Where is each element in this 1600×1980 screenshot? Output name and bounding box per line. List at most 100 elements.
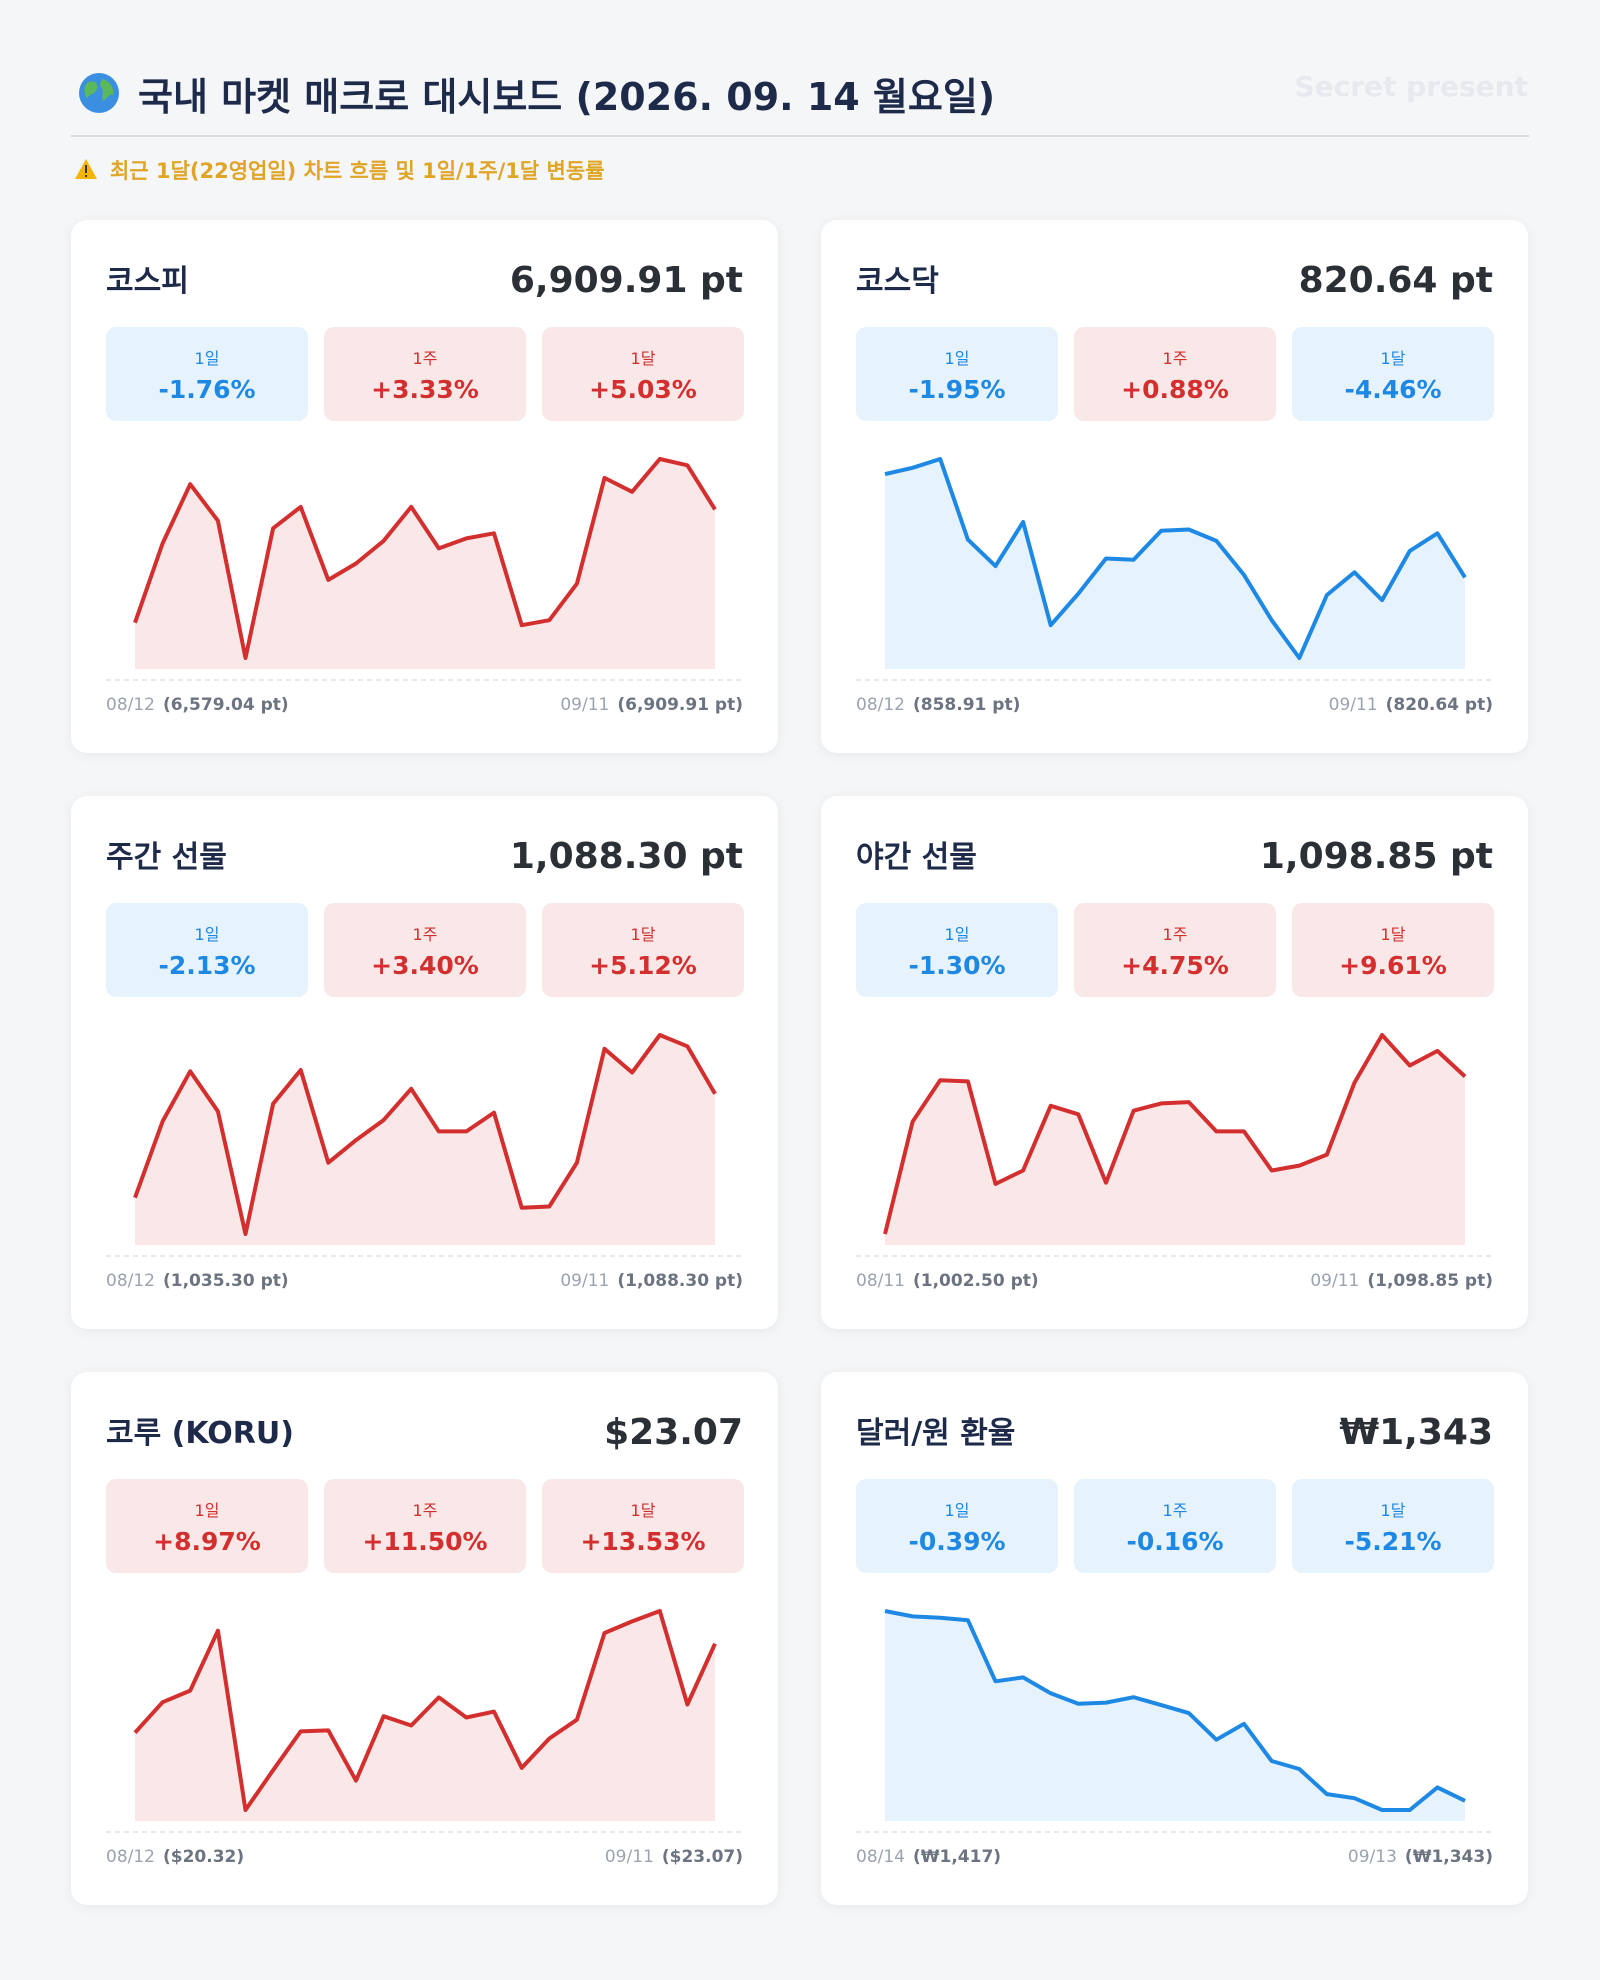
badge-value: +4.75%	[1121, 951, 1229, 980]
badge-label: 1일	[194, 349, 220, 368]
badge-label: 1일	[944, 925, 970, 944]
footer-value: (858.91 pt)	[913, 695, 1021, 715]
chart-footer: 09/13 (₩1,343)	[1348, 1847, 1493, 1867]
footer-value: (1,002.50 pt)	[913, 1271, 1039, 1291]
line	[884, 1609, 1466, 1812]
footer-date: 09/13	[1347, 1847, 1397, 1867]
badge-label: 1일	[194, 1501, 220, 1520]
footer-date: 08/12	[856, 695, 905, 715]
badge-value: +11.50%	[362, 1527, 488, 1556]
market-card: 주간 선물 1,088.30 pt 1일 -2.13% 1주 +3.40% 1달 +5.12%…	[71, 796, 778, 1329]
header-rule	[71, 135, 1529, 137]
footer-date: 09/11	[560, 1271, 610, 1291]
footer-date: 08/11	[856, 1271, 905, 1291]
badge-value: +13.53%	[580, 1527, 706, 1556]
card-value: 1,088.30 pt	[509, 836, 743, 877]
line	[133, 457, 717, 660]
badge-value: +5.03%	[589, 375, 697, 404]
area-fill	[135, 1611, 715, 1821]
area-fill	[135, 459, 715, 669]
footer-value: (₩1,417)	[913, 1847, 1002, 1867]
footer-value: (₩1,343)	[1404, 1847, 1493, 1867]
market-card: 달러/원 환율 ₩1,343 1일 -0.39% 1주 -0.16% 1달 -5.21% 08/…	[821, 1372, 1528, 1905]
badge-value: +3.33%	[371, 375, 479, 404]
badge-label: 1달	[1380, 1501, 1406, 1520]
change-badge: 1달 +5.03%	[542, 327, 744, 421]
chart-footer: 09/11 (1,088.30 pt)	[560, 1271, 743, 1291]
chart-footer: 09/11 ($23.07)	[605, 1847, 743, 1867]
change-badge: 1달 -5.21%	[1292, 1479, 1494, 1573]
chart-footer: 09/11 (6,909.91 pt)	[560, 695, 743, 715]
badge-label: 1주	[1162, 349, 1188, 368]
chart-footer: 09/11 (1,098.85 pt)	[1310, 1271, 1493, 1291]
badge-value: -0.39%	[908, 1527, 1006, 1556]
footer-value: (820.64 pt)	[1385, 695, 1493, 715]
line	[884, 457, 1467, 660]
badge-value: -2.13%	[158, 951, 256, 980]
footer-value: (1,088.30 pt)	[617, 1271, 743, 1291]
sparkline	[106, 1609, 743, 1833]
card-title: 코루 (KORU)	[106, 1416, 294, 1451]
change-badge: 1주 +11.50%	[324, 1479, 526, 1573]
badge-label: 1주	[1162, 925, 1188, 944]
market-card: 코스닥 820.64 pt 1일 -1.95% 1주 +0.88% 1달 -4.46% 08/1…	[821, 220, 1528, 753]
card-title: 코스피	[106, 264, 189, 299]
footer-date: 09/11	[560, 695, 610, 715]
badge-label: 1주	[412, 925, 438, 944]
chart-footer: 08/12 (6,579.04 pt)	[106, 695, 289, 715]
badge-value: +8.97%	[153, 1527, 261, 1556]
footer-value: (1,098.85 pt)	[1367, 1271, 1493, 1291]
card-title: 코스닥	[856, 264, 939, 299]
badge-label: 1일	[194, 925, 220, 944]
badge-value: -5.21%	[1344, 1527, 1442, 1556]
footer-value: ($23.07)	[661, 1847, 743, 1867]
badge-value: +0.88%	[1121, 375, 1229, 404]
footer-date: 08/14	[856, 1847, 905, 1867]
badge-value: -1.95%	[908, 375, 1006, 404]
badge-label: 1일	[944, 1501, 970, 1520]
change-badge: 1달 +9.61%	[1292, 903, 1494, 997]
badge-value: +5.12%	[589, 951, 697, 980]
card-value: $23.07	[604, 1412, 743, 1453]
chart-footer: 08/14 (₩1,417)	[856, 1847, 1001, 1867]
badge-value: +9.61%	[1339, 951, 1447, 980]
badge-label: 1달	[630, 349, 656, 368]
badge-label: 1주	[1162, 1501, 1188, 1520]
chart-footer: 08/12 (1,035.30 pt)	[106, 1271, 289, 1291]
footer-date: 09/11	[604, 1847, 654, 1867]
change-badge: 1일 +8.97%	[106, 1479, 308, 1573]
chart-footer: 09/11 (820.64 pt)	[1329, 695, 1493, 715]
globe-icon	[79, 73, 119, 113]
card-title: 야간 선물	[856, 840, 977, 875]
sparkline	[856, 1609, 1493, 1833]
badge-value: -0.16%	[1126, 1527, 1224, 1556]
change-badge: 1달 -4.46%	[1292, 327, 1494, 421]
change-badge: 1일 -1.95%	[856, 327, 1058, 421]
footer-value: (6,909.91 pt)	[617, 695, 743, 715]
footer-value: ($20.32)	[163, 1847, 245, 1867]
warning-icon	[75, 159, 97, 179]
subtitle: 최근 1달(22영업일) 차트 흐름 및 1일/1주/1달 변동률	[110, 159, 605, 183]
line	[133, 1033, 717, 1236]
page-title: 국내 마켓 매크로 대시보드 (2026. 09. 14 월요일)	[138, 75, 996, 119]
badge-label: 1달	[630, 925, 656, 944]
footer-date: 09/11	[1328, 695, 1378, 715]
footer-value: (1,035.30 pt)	[163, 1271, 289, 1291]
footer-value: (6,579.04 pt)	[163, 695, 289, 715]
chart-footer: 08/11 (1,002.50 pt)	[856, 1271, 1039, 1291]
badge-label: 1주	[412, 349, 438, 368]
change-badge: 1주 +0.88%	[1074, 327, 1276, 421]
badge-value: +3.40%	[371, 951, 479, 980]
footer-date: 08/12	[106, 695, 155, 715]
footer-date: 08/12	[106, 1271, 155, 1291]
badge-value: -1.30%	[908, 951, 1006, 980]
change-badge: 1주 -0.16%	[1074, 1479, 1276, 1573]
badge-value: -1.76%	[158, 375, 256, 404]
sparkline	[106, 457, 743, 681]
card-title: 달러/원 환율	[856, 1416, 1016, 1451]
line	[133, 1609, 717, 1812]
change-badge: 1일 -2.13%	[106, 903, 308, 997]
badge-value: -4.46%	[1344, 375, 1442, 404]
sparkline	[856, 1033, 1493, 1257]
